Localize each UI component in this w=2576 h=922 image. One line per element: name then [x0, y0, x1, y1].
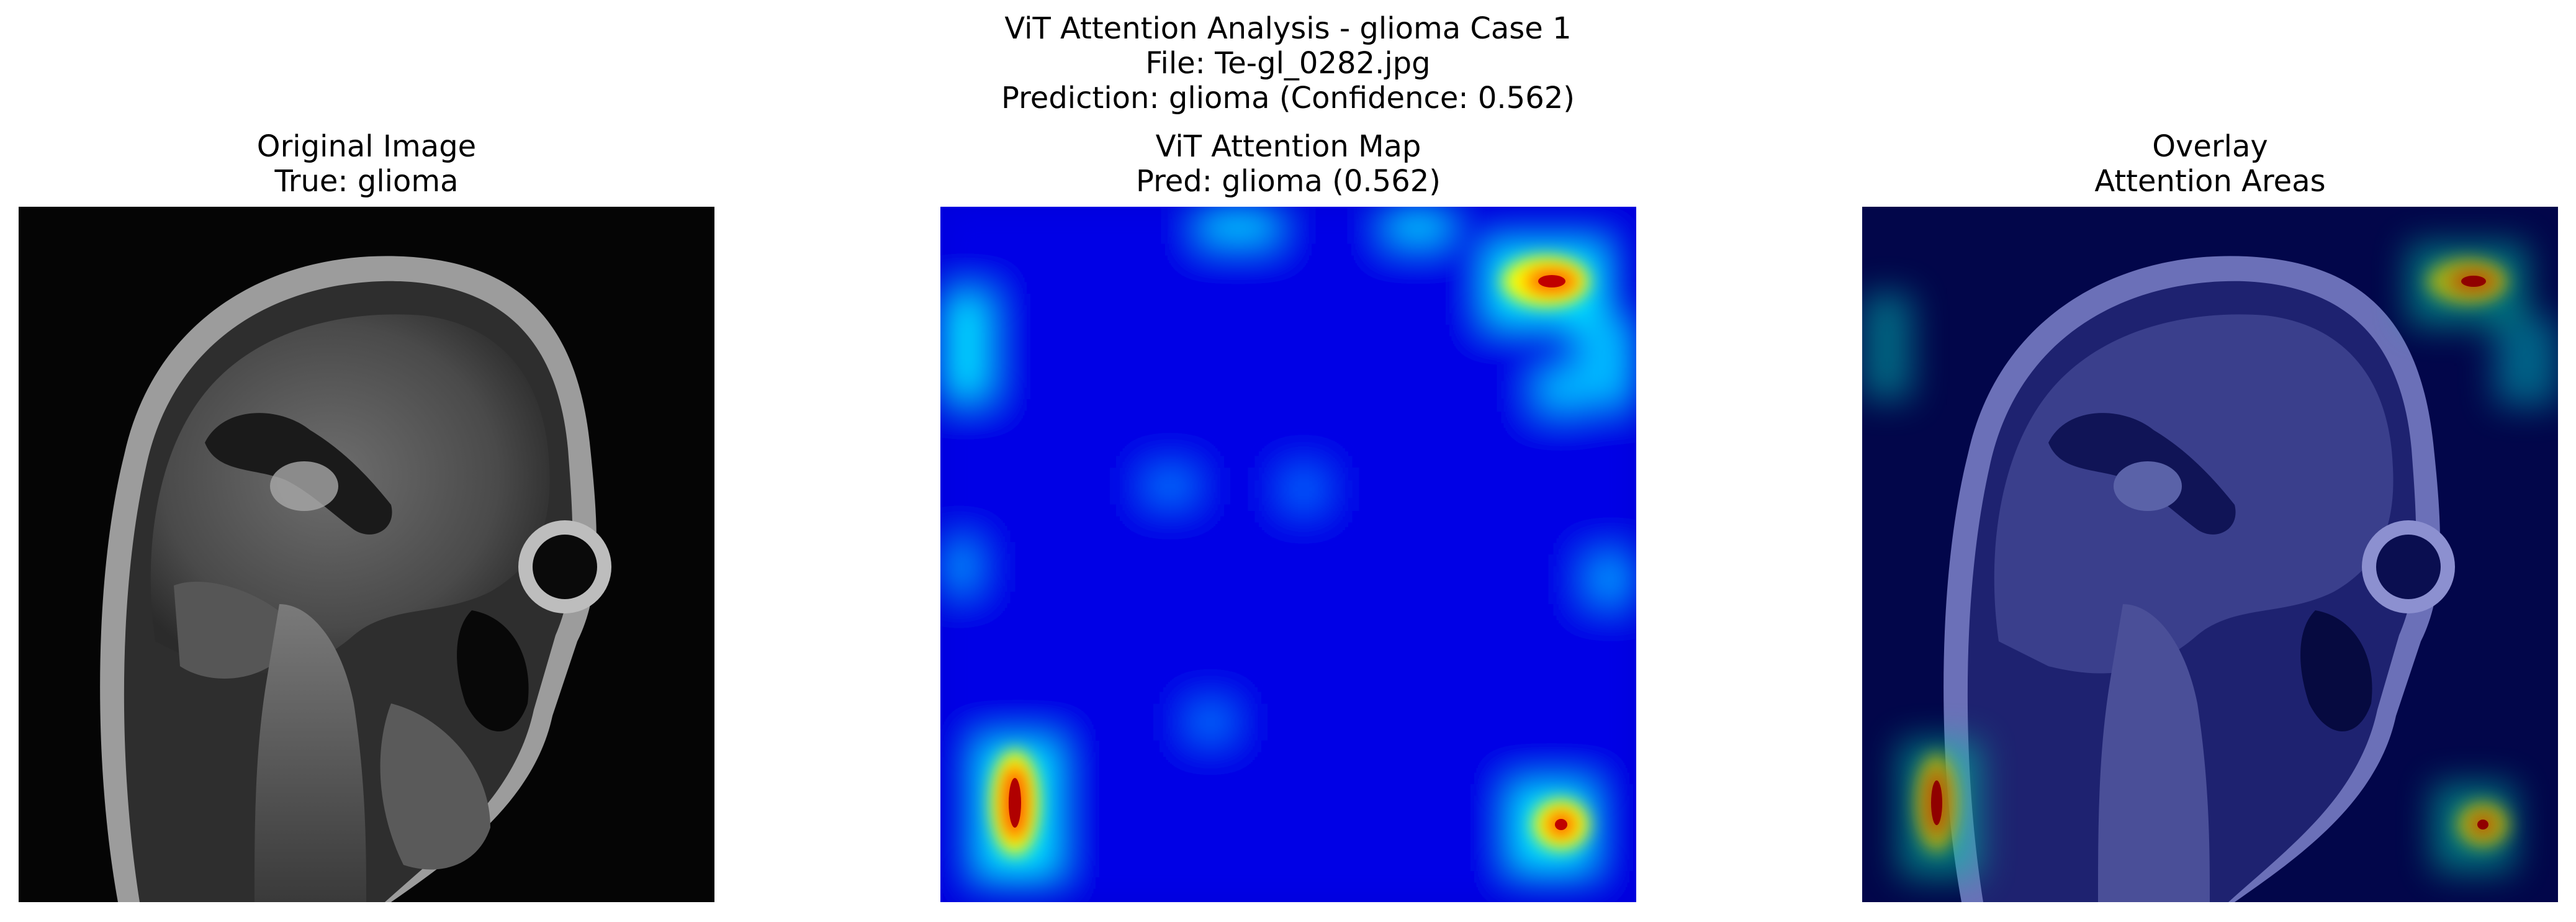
attention-map-title: ViT Attention Map Pred: glioma (0.562) [940, 129, 1636, 199]
suptitle-line-3: Prediction: glioma (Confidence: 0.562) [1001, 81, 1575, 115]
overlay-image [1862, 207, 2558, 902]
attention-heatmap-illustration [940, 207, 1636, 902]
overlay-illustration [1862, 207, 2558, 902]
attention-heatmap [940, 207, 1636, 902]
figure-suptitle: ViT Attention Analysis - glioma Case 1 F… [0, 11, 2576, 115]
overlay-title-line-2: Attention Areas [2094, 164, 2326, 199]
attention-map-title-line-1: ViT Attention Map [1155, 129, 1421, 164]
original-image-title: Original Image True: glioma [19, 129, 714, 199]
suptitle-line-1: ViT Attention Analysis - glioma Case 1 [1004, 11, 1572, 46]
mri-sagittal-illustration [19, 207, 714, 902]
original-mri-image [19, 207, 714, 902]
overlay-title-line-1: Overlay [2152, 129, 2268, 164]
attention-map-title-line-2: Pred: glioma (0.562) [1135, 164, 1441, 199]
original-image-title-line-1: Original Image [256, 129, 477, 164]
overlay-title: Overlay Attention Areas [1862, 129, 2558, 199]
original-image-title-line-2: True: glioma [274, 164, 459, 199]
suptitle-line-2: File: Te-gl_0282.jpg [1145, 46, 1431, 81]
